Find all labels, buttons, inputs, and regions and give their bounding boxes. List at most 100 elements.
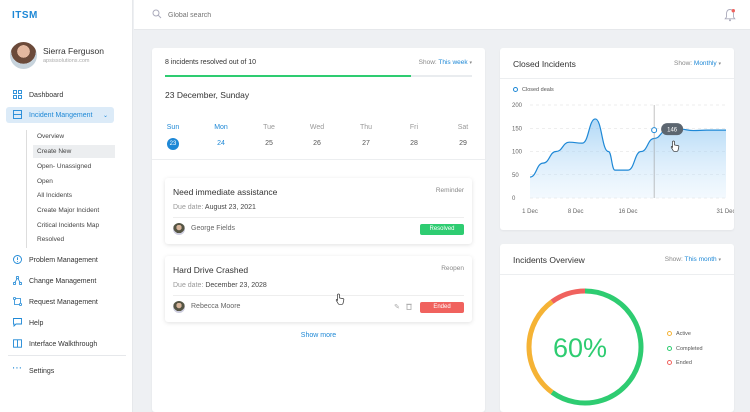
- show-more-link[interactable]: Show more: [152, 332, 485, 339]
- day-name: Mon: [206, 124, 236, 131]
- submenu-item-overview[interactable]: Overview: [35, 130, 115, 143]
- donut-slice-active[interactable]: [529, 302, 552, 393]
- sidebar-item-help[interactable]: Help: [6, 315, 114, 331]
- day-date: 25: [254, 138, 284, 150]
- hand-cursor-icon: [670, 140, 680, 152]
- search-input[interactable]: [168, 8, 368, 22]
- calendar-day[interactable]: Thu 27: [351, 124, 381, 150]
- assignee-name: Rebecca Moore: [191, 303, 240, 310]
- submenu-item-create-major-incident[interactable]: Create Major Incident: [35, 204, 115, 217]
- legend-marker: [667, 346, 672, 351]
- chevron-down-icon: ⌄: [103, 112, 108, 119]
- profile-email: apsissolutions.com: [43, 58, 89, 64]
- chart-legend-item: Active: [667, 331, 691, 337]
- calendar-day[interactable]: Fri 28: [399, 124, 429, 150]
- incident-title: Hard Drive Crashed: [173, 265, 248, 275]
- avatar: [173, 223, 185, 235]
- show-label: Show:: [665, 256, 683, 263]
- selected-date-title: 23 December, Sunday: [165, 90, 249, 100]
- calendar-day[interactable]: Tue 25: [254, 124, 284, 150]
- sidebar-item-problem-management[interactable]: Problem Management: [6, 252, 114, 268]
- incident-due: Due date: August 23, 2021: [173, 204, 256, 211]
- incident-card[interactable]: Hard Drive Crashed Reopen Due date: Dece…: [165, 256, 472, 322]
- status-badge: Resolved: [420, 224, 464, 235]
- sidebar-item-label: Help: [29, 320, 43, 327]
- divider: [152, 159, 485, 160]
- delete-icon[interactable]: [406, 303, 412, 312]
- sidebar-item-label: Dashboard: [29, 92, 63, 99]
- y-tick-label: 0: [512, 196, 516, 202]
- y-tick-label: 100: [512, 150, 523, 156]
- submenu-item-create-new[interactable]: Create New: [33, 145, 115, 158]
- chart-legend-item: Closed deals: [513, 87, 554, 93]
- alert-icon: [12, 255, 22, 265]
- submenu-item-resolved[interactable]: Resolved: [35, 233, 115, 246]
- sidebar-item-label: Request Management: [29, 299, 98, 306]
- submenu-item-all-incidents[interactable]: All Incidents: [35, 189, 115, 202]
- legend-marker: [513, 87, 518, 92]
- calendar-day[interactable]: Mon 24: [206, 124, 236, 150]
- incident-card[interactable]: Need immediate assistance Reminder Due d…: [165, 178, 472, 244]
- submenu-item-open[interactable]: Open: [35, 175, 115, 188]
- due-date: December 23, 2028: [205, 282, 266, 289]
- chevron-down-icon: ▾: [469, 60, 472, 66]
- x-tick-label: 8 Dec: [568, 209, 584, 215]
- calendar-day[interactable]: Wed 26: [302, 124, 332, 150]
- legend-label: Completed: [676, 346, 703, 352]
- x-tick-label: 31 Dec: [716, 209, 734, 215]
- incident-tag: Reminder: [436, 187, 464, 194]
- submenu-item-critical-incidents-map[interactable]: Critical Incidents Map: [35, 219, 115, 232]
- chart-legend-item: Completed: [667, 346, 703, 352]
- avatar: [173, 301, 185, 313]
- edit-icon[interactable]: ✎: [394, 303, 400, 311]
- sidebar-item-request-management[interactable]: Request Management: [6, 294, 114, 310]
- show-label: Show:: [674, 60, 692, 67]
- calendar-day[interactable]: Sun 23: [158, 124, 188, 150]
- incident-submenu: Overview Create New Open- Unassigned Ope…: [26, 130, 27, 248]
- week-filter-dropdown[interactable]: Show: This week ▾: [419, 59, 472, 66]
- incident-tag: Reopen: [441, 265, 464, 272]
- due-label: Due date:: [173, 204, 203, 211]
- show-label: Show:: [419, 59, 437, 66]
- bell-icon[interactable]: [724, 8, 736, 22]
- divider: [500, 78, 734, 79]
- sidebar-item-interface-walkthrough[interactable]: Interface Walkthrough: [6, 336, 114, 352]
- brand-logo[interactable]: ITSM: [12, 10, 38, 21]
- period-filter-dropdown[interactable]: Show: Monthly ▾: [674, 60, 721, 67]
- sidebar-item-label: Problem Management: [29, 257, 98, 264]
- incident-title: Need immediate assistance: [173, 187, 277, 197]
- submenu-item-open-unassigned[interactable]: Open- Unassigned: [35, 160, 115, 173]
- closed-incidents-chart: 0 50 100 150 200 146 1 Dec 8 Dec 16 Dec 31 Dec: [500, 100, 734, 228]
- resolved-progress-bar: [165, 75, 472, 77]
- chart-tooltip-value: 146: [667, 128, 678, 134]
- calendar-day[interactable]: Sat 29: [448, 124, 478, 150]
- progress-fill: [165, 75, 411, 77]
- day-name: Fri: [399, 124, 429, 131]
- chevron-down-icon: ▾: [718, 257, 721, 263]
- chart-legend-item: Ended: [667, 360, 692, 366]
- completion-percent: 60%: [553, 333, 607, 364]
- sidebar: ITSM Sierra Ferguson apsissolutions.com …: [0, 0, 133, 412]
- legend-label: Closed deals: [522, 87, 554, 93]
- assignee-name: George Fields: [191, 225, 235, 232]
- donut-slice-ended[interactable]: [552, 291, 585, 302]
- day-date: 23: [167, 138, 179, 150]
- month-filter-dropdown[interactable]: Show: This month ▾: [665, 256, 721, 263]
- sidebar-item-dashboard[interactable]: Dashboard: [6, 87, 114, 103]
- profile[interactable]: Sierra Ferguson apsissolutions.com: [10, 42, 130, 70]
- legend-marker: [667, 331, 672, 336]
- sidebar-item-change-management[interactable]: Change Management: [6, 273, 114, 289]
- chart-point[interactable]: [652, 128, 657, 133]
- legend-label: Ended: [676, 360, 692, 366]
- sidebar-item-label: Change Management: [29, 278, 96, 285]
- incidents-overview-title: Incidents Overview: [513, 255, 585, 265]
- sidebar-item-label: Incident Mangement: [29, 112, 92, 119]
- sidebar-item-incident-management[interactable]: Incident Mangement ⌄: [6, 107, 114, 123]
- day-name: Tue: [254, 124, 284, 131]
- x-tick-label: 1 Dec: [522, 209, 538, 215]
- day-name: Sat: [448, 124, 478, 131]
- sidebar-item-settings[interactable]: ⋯ Settings: [6, 363, 114, 379]
- incidents-resolved-title: 8 incidents resolved out of 10: [165, 59, 256, 66]
- inbox-icon: [12, 110, 22, 120]
- sidebar-item-label: Interface Walkthrough: [29, 341, 97, 348]
